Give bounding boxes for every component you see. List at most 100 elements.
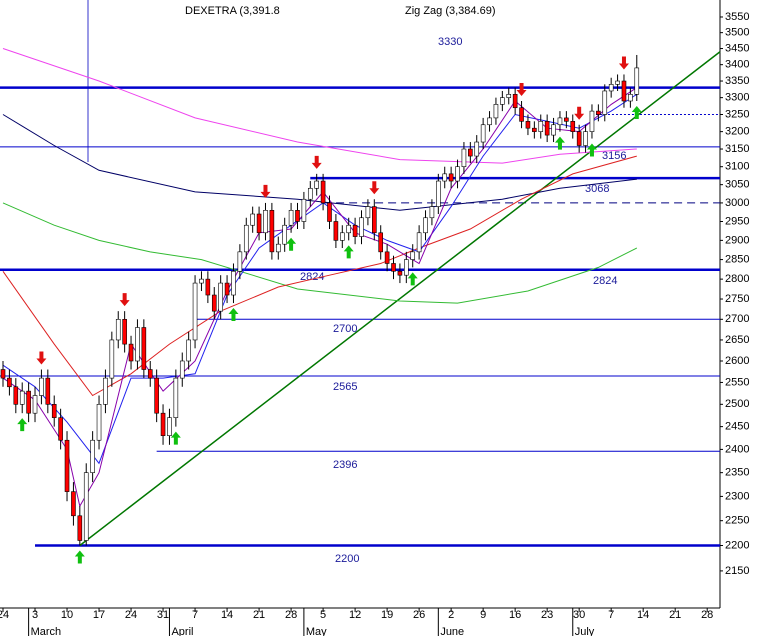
candle-body xyxy=(621,80,627,102)
candle-body xyxy=(404,259,409,276)
level-label: 2396 xyxy=(333,459,357,471)
level-label: 3068 xyxy=(585,183,609,195)
candle-body xyxy=(26,390,31,414)
y-tick-label: 2300 xyxy=(725,490,749,502)
candle-body xyxy=(160,412,166,436)
level-label: 2824 xyxy=(593,275,617,287)
sell-arrow xyxy=(36,351,47,365)
y-tick-label: 3500 xyxy=(725,27,749,39)
candle-body xyxy=(167,417,172,436)
x-tick-label: 21 xyxy=(669,609,681,621)
buy-arrow xyxy=(343,245,354,259)
y-tick-label: 3300 xyxy=(725,92,749,104)
candle-body xyxy=(19,390,25,405)
x-tick-label: 3 xyxy=(32,609,38,621)
y-tick-label: 2600 xyxy=(725,355,749,367)
candle-body xyxy=(77,515,83,541)
month-label: March xyxy=(31,626,62,636)
ma-line xyxy=(2,87,638,508)
x-tick-label: 16 xyxy=(509,609,521,621)
candle-body xyxy=(512,94,518,109)
level-label: 2200 xyxy=(335,553,359,565)
x-tick-label: 30 xyxy=(573,609,585,621)
candle-body xyxy=(487,117,492,126)
x-tick-label: 26 xyxy=(413,609,425,621)
level-label: 3330 xyxy=(438,36,462,48)
plot-area xyxy=(0,0,720,608)
candle-body xyxy=(211,294,217,312)
candle-body xyxy=(589,110,595,132)
y-tick-label: 2350 xyxy=(725,467,749,479)
sell-arrow xyxy=(618,56,629,70)
candle-body xyxy=(519,107,524,122)
x-tick-label: 19 xyxy=(381,609,393,621)
candle-body xyxy=(295,210,300,222)
candle-body xyxy=(320,180,326,204)
candle-body xyxy=(333,221,339,241)
level-label: 3156 xyxy=(602,150,626,162)
buy-arrow xyxy=(74,550,85,564)
candle-body xyxy=(224,282,230,296)
candle-body xyxy=(538,121,544,132)
y-tick-label: 3000 xyxy=(725,197,749,209)
candle-body xyxy=(506,94,512,98)
candle-body xyxy=(307,187,313,200)
candle-body xyxy=(205,278,211,296)
candle-body xyxy=(186,339,191,362)
buy-arrow xyxy=(170,431,181,445)
candle-body xyxy=(141,327,147,370)
ma-line xyxy=(2,202,638,304)
candle-body xyxy=(423,217,428,234)
candle-body xyxy=(269,210,275,253)
y-tick-label: 3350 xyxy=(725,75,749,87)
candle-body xyxy=(583,131,588,146)
candle-body xyxy=(384,251,390,264)
x-tick-label: 7 xyxy=(192,609,198,621)
candle-body xyxy=(263,210,268,234)
y-tick-label: 2950 xyxy=(725,215,749,227)
candle-body xyxy=(500,97,505,105)
candle-body xyxy=(468,148,473,157)
candle-body xyxy=(96,404,102,441)
y-tick-label: 2700 xyxy=(725,313,749,325)
candle-body xyxy=(32,395,38,414)
x-tick-label: 24 xyxy=(0,609,9,621)
candle-body xyxy=(90,439,95,473)
buy-arrow xyxy=(407,272,418,286)
y-tick-label: 3200 xyxy=(725,126,749,138)
candle-body xyxy=(327,202,332,222)
candle-body xyxy=(250,213,255,226)
candle-body xyxy=(352,224,358,237)
candle-body xyxy=(429,206,435,219)
candle-body xyxy=(7,377,12,388)
candle-body xyxy=(301,198,307,222)
buy-arrow xyxy=(228,308,239,322)
candle-body xyxy=(51,404,57,418)
y-tick-label: 2850 xyxy=(725,253,749,265)
sell-arrow xyxy=(119,293,130,307)
x-tick-label: 12 xyxy=(349,609,361,621)
candle-body xyxy=(199,278,204,284)
candle-body xyxy=(154,377,159,414)
month-label: June xyxy=(440,626,464,636)
candle-body xyxy=(359,217,364,237)
candle-body xyxy=(103,377,108,405)
x-tick-label: 14 xyxy=(221,609,233,621)
candle-body xyxy=(525,121,531,129)
candle-body xyxy=(314,180,319,189)
candle-body xyxy=(372,206,377,234)
x-tick-label: 5 xyxy=(320,609,326,621)
month-label: May xyxy=(306,626,327,636)
candle-body xyxy=(474,141,480,157)
sell-arrow xyxy=(516,82,527,96)
y-tick-label: 2650 xyxy=(725,334,749,346)
x-tick-label: 7 xyxy=(608,609,614,621)
y-tick-label: 2200 xyxy=(725,539,749,551)
x-tick-label: 17 xyxy=(93,609,105,621)
level-label: 2824 xyxy=(300,271,324,283)
candle-body xyxy=(410,251,416,260)
x-tick-label: 24 xyxy=(125,609,137,621)
candle-body xyxy=(608,84,614,92)
ma-line xyxy=(2,155,637,397)
